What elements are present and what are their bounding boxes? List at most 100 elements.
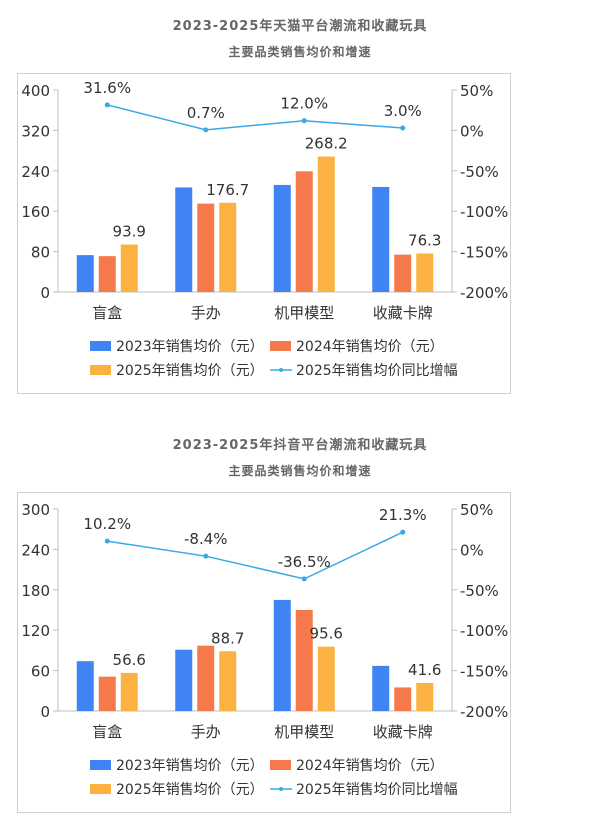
bar-2024	[98, 256, 116, 292]
category-label: 盲盒	[92, 304, 122, 322]
bar-2023	[175, 187, 193, 292]
growth-line	[107, 104, 403, 131]
y2-tick-label: -200%	[460, 284, 508, 302]
bar-data-label: 88.7	[211, 629, 244, 647]
bar-2025	[120, 672, 138, 711]
bar-2023	[273, 184, 291, 292]
line-data-label: -8.4%	[184, 530, 228, 548]
bar-2025	[416, 682, 434, 711]
chart-title: 2023-2025年天猫平台潮流和收藏玩具	[173, 18, 428, 34]
chart-subtitle: 主要品类销售均价和增速	[228, 463, 371, 478]
chart-frame	[17, 73, 511, 394]
y-tick-label: 0	[40, 284, 50, 302]
bar-data-label: 268.2	[305, 135, 348, 153]
bar-2024	[197, 645, 215, 711]
legend-swatch-2024	[270, 341, 291, 351]
chart-frame	[17, 492, 511, 813]
growth-point	[203, 553, 209, 559]
bar-2024	[98, 676, 116, 711]
line-data-label: 3.0%	[384, 102, 422, 120]
legend-label: 2023年销售均价（元）	[116, 339, 264, 355]
y2-tick-label: 50%	[460, 82, 493, 100]
bar-2024	[394, 687, 412, 711]
y2-tick-label: -50%	[460, 582, 499, 600]
line-data-label: 21.3%	[379, 506, 427, 524]
bar-2023	[175, 649, 193, 711]
chart-subtitle: 主要品类销售均价和增速	[228, 44, 371, 59]
line-data-label: 10.2%	[83, 515, 131, 533]
category-label: 手办	[191, 723, 221, 741]
line-data-label: 0.7%	[187, 104, 225, 122]
bar-2023	[372, 665, 390, 711]
tmall-chart: 2023-2025年天猫平台潮流和收藏玩具 主要品类销售均价和增速 0 80 160 24…	[0, 0, 600, 400]
y2-tick-label: 0%	[460, 122, 484, 140]
growth-point	[301, 576, 307, 582]
category-label: 收藏卡牌	[373, 723, 433, 741]
line-data-label: 12.0%	[280, 95, 328, 113]
category-label: 机甲模型	[274, 723, 334, 741]
y2-tick-label: -100%	[460, 203, 508, 221]
y2-tick-label: -150%	[460, 663, 508, 681]
bar-2023	[273, 599, 291, 711]
y2-tick-label: -50%	[460, 163, 499, 181]
bar-data-label: 95.6	[310, 625, 343, 643]
y2-tick-label: -200%	[460, 703, 508, 721]
legend-label: 2025年销售均价同比增幅	[296, 363, 458, 379]
y2-tick-label: -100%	[460, 622, 508, 640]
y-tick-label: 320	[21, 122, 50, 140]
bar-2025	[120, 244, 138, 292]
category-label: 盲盒	[92, 723, 122, 741]
douyin-chart: 2023-2025年抖音平台潮流和收藏玩具 主要品类销售均价和增速 0 60 120 18…	[0, 419, 600, 819]
legend-swatch-2023	[90, 341, 111, 351]
y-tick-label: 0	[40, 703, 50, 721]
bar-data-label: 93.9	[113, 223, 146, 241]
category-label: 收藏卡牌	[373, 304, 433, 322]
legend-label: 2025年销售均价同比增幅	[296, 782, 458, 798]
legend-label: 2025年销售均价（元）	[116, 363, 264, 379]
bar-2024	[394, 254, 412, 292]
bar-2025	[317, 156, 335, 292]
y-tick-label: 400	[21, 82, 50, 100]
bar-data-label: 56.6	[113, 651, 146, 669]
legend-swatch-2023	[90, 760, 111, 770]
growth-point	[104, 538, 110, 544]
y-tick-label: 80	[31, 244, 50, 262]
y-tick-label: 160	[21, 203, 50, 221]
y-tick-label: 300	[21, 501, 50, 519]
bar-2025	[416, 253, 434, 292]
legend-swatch-2025	[90, 365, 111, 375]
growth-point	[203, 127, 209, 133]
bar-2025	[219, 202, 237, 292]
legend-swatch-2024	[270, 760, 291, 770]
y-tick-label: 60	[31, 663, 50, 681]
y-tick-label: 180	[21, 582, 50, 600]
category-label: 手办	[191, 304, 221, 322]
bar-2023	[76, 255, 94, 292]
line-data-label: 31.6%	[83, 79, 131, 97]
growth-point	[104, 102, 110, 108]
legend-label: 2024年销售均价（元）	[296, 758, 444, 774]
y-tick-label: 120	[21, 622, 50, 640]
bar-2024	[295, 610, 313, 711]
y2-tick-label: 50%	[460, 501, 493, 519]
legend-line-dot	[279, 368, 283, 372]
bar-data-label: 176.7	[206, 181, 249, 199]
growth-point	[301, 118, 307, 124]
legend-label: 2025年销售均价（元）	[116, 782, 264, 798]
growth-point	[400, 125, 406, 131]
y-tick-label: 240	[21, 163, 50, 181]
bar-2025	[317, 646, 335, 711]
legend-line-dot	[279, 787, 283, 791]
bar-2024	[295, 171, 313, 292]
growth-point	[400, 529, 406, 535]
legend-swatch-2025	[90, 784, 111, 794]
bar-2023	[372, 186, 390, 292]
legend-label: 2024年销售均价（元）	[296, 339, 444, 355]
category-label: 机甲模型	[274, 304, 334, 322]
y-tick-label: 240	[21, 541, 50, 559]
growth-line	[107, 531, 404, 580]
y2-tick-label: -150%	[460, 244, 508, 262]
legend-label: 2023年销售均价（元）	[116, 758, 264, 774]
